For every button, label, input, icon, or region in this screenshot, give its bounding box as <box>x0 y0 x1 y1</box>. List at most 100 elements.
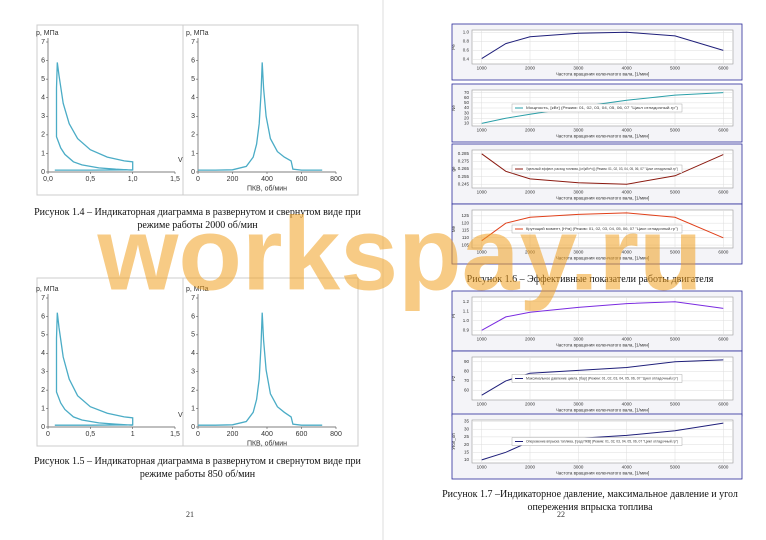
legend-box <box>511 103 683 113</box>
x-tick-label: 5000 <box>670 66 681 71</box>
data-line <box>198 62 323 171</box>
legend-label: Максимальное давление цикла, [бар] (Режи… <box>526 376 678 380</box>
x-axis-label: Частота вращения коленчатого вала, [1/ми… <box>556 256 650 261</box>
x-tick-label: 1000 <box>477 465 488 470</box>
y-tick-label: 6 <box>41 313 45 320</box>
y-tick-label: 30 <box>464 426 470 431</box>
y-tick-label: 15 <box>464 449 470 454</box>
x-tick-label: 4000 <box>622 190 633 195</box>
legend-box <box>511 437 683 446</box>
y-tick-label: 4 <box>41 95 45 102</box>
x-tick-label: 2000 <box>525 128 536 133</box>
y-tick-label: 5 <box>191 76 195 83</box>
x-axis-label: ПКВ, об/мин <box>247 440 287 448</box>
x-tick-label: 3000 <box>573 190 584 195</box>
figure-frame <box>182 24 359 196</box>
x-tick-label: 6000 <box>718 128 729 133</box>
y-axis-label: Ne <box>451 105 456 111</box>
x-tick-label: 2000 <box>525 465 536 470</box>
y-axis-label: Pe <box>451 44 456 50</box>
x-tick-label: 600 <box>296 431 308 438</box>
y-tick-label: 1.0 <box>463 318 470 323</box>
y-axis-label: p, МПа <box>36 286 59 293</box>
caption: Рисунок 1.5 – Индикаторная диаграмма в р… <box>34 456 361 480</box>
x-tick-label: 3000 <box>573 128 584 133</box>
plot-frame <box>471 29 734 65</box>
x-tick-label: 1 <box>131 431 135 438</box>
y-tick-label: 0.245 <box>458 181 470 186</box>
y-tick-label: 0.4 <box>463 57 470 62</box>
y-axis-label: Me <box>451 225 456 232</box>
y-tick-label: 3 <box>41 369 45 376</box>
caption: Рисунок 1.7 –Индикаторное давление, макс… <box>442 489 738 513</box>
x-tick-label: 800 <box>330 431 342 438</box>
x-axis-label: Частота вращения коленчатого вала, [1/ми… <box>556 134 650 139</box>
y-tick-label: 0.275 <box>458 159 470 164</box>
x-axis-label: Частота вращения коленчатого вала, [1/ми… <box>556 343 650 348</box>
data-line <box>481 359 724 396</box>
y-tick-label: 105 <box>461 242 469 247</box>
y-tick-label: 40 <box>464 105 470 110</box>
x-axis-label: Частота вращения коленчатого вала, [1/ми… <box>556 72 650 77</box>
y-tick-label: 80 <box>464 369 470 374</box>
x-tick-label: 5000 <box>670 190 681 195</box>
legend-box <box>511 224 683 234</box>
page-number: 22 <box>557 510 565 519</box>
data-line <box>481 212 724 242</box>
x-tick-label: 3000 <box>573 250 584 255</box>
y-tick-label: 5 <box>41 76 45 83</box>
legend-label: Крутящий момент, [Н*м] (Режим: 01, 02, 0… <box>526 227 678 231</box>
y-axis-label: ge <box>451 166 456 172</box>
y-tick-label: 1 <box>41 405 45 412</box>
x-tick-label: 1,5 <box>170 176 180 183</box>
y-tick-label: 1.0 <box>463 29 470 34</box>
x-tick-label: 600 <box>296 176 308 183</box>
y-tick-label: 0.255 <box>458 174 470 179</box>
y-tick-label: 30 <box>464 110 470 115</box>
legend-box <box>511 374 683 383</box>
x-axis-label: Частота вращения коленчатого вала, [1/ми… <box>556 408 650 413</box>
figure-frame <box>182 277 359 447</box>
y-tick-label: 0 <box>191 424 195 431</box>
x-axis-label: V <box>178 157 183 164</box>
x-tick-label: 4000 <box>622 337 633 342</box>
y-tick-label: 70 <box>464 90 470 95</box>
y-tick-label: 90 <box>464 359 470 364</box>
data-line <box>54 62 134 171</box>
x-tick-label: 4000 <box>622 128 633 133</box>
x-tick-label: 0,5 <box>85 431 95 438</box>
y-tick-label: 7 <box>41 295 45 302</box>
y-tick-label: 25 <box>464 434 470 439</box>
x-tick-label: 1000 <box>477 190 488 195</box>
x-tick-label: 1000 <box>477 250 488 255</box>
data-line <box>54 312 134 426</box>
x-tick-label: 3000 <box>573 465 584 470</box>
y-axis-label: p, МПа <box>36 30 59 37</box>
legend-label: Удельный эффект. расход топлива, [кг/(кВ… <box>526 167 678 171</box>
y-tick-label: 1 <box>191 150 195 157</box>
y-tick-label: 20 <box>464 442 470 447</box>
y-tick-label: 0.8 <box>463 39 470 44</box>
y-tick-label: 4 <box>191 350 195 357</box>
legend-label: Опережение впрыска топлива, [град ПКВ] (… <box>526 439 678 443</box>
y-tick-label: 0.265 <box>458 166 470 171</box>
y-tick-label: 10 <box>464 121 470 126</box>
caption: Рисунок 1.6 – Эффективные показатели раб… <box>466 274 714 285</box>
y-tick-label: 4 <box>41 350 45 357</box>
y-axis-label: p, МПа <box>186 286 209 293</box>
y-tick-label: 7 <box>41 39 45 46</box>
y-tick-label: 35 <box>464 419 470 424</box>
x-tick-label: 1000 <box>477 66 488 71</box>
x-tick-label: 6000 <box>718 337 729 342</box>
x-tick-label: 200 <box>227 431 239 438</box>
x-tick-label: 1,0 <box>128 176 138 183</box>
y-tick-label: 6 <box>41 57 45 64</box>
x-tick-label: 3000 <box>573 66 584 71</box>
y-tick-label: 125 <box>461 213 469 218</box>
y-tick-label: 3 <box>191 369 195 376</box>
x-tick-label: 400 <box>261 431 273 438</box>
data-line <box>481 301 724 331</box>
x-tick-label: 0 <box>196 431 200 438</box>
